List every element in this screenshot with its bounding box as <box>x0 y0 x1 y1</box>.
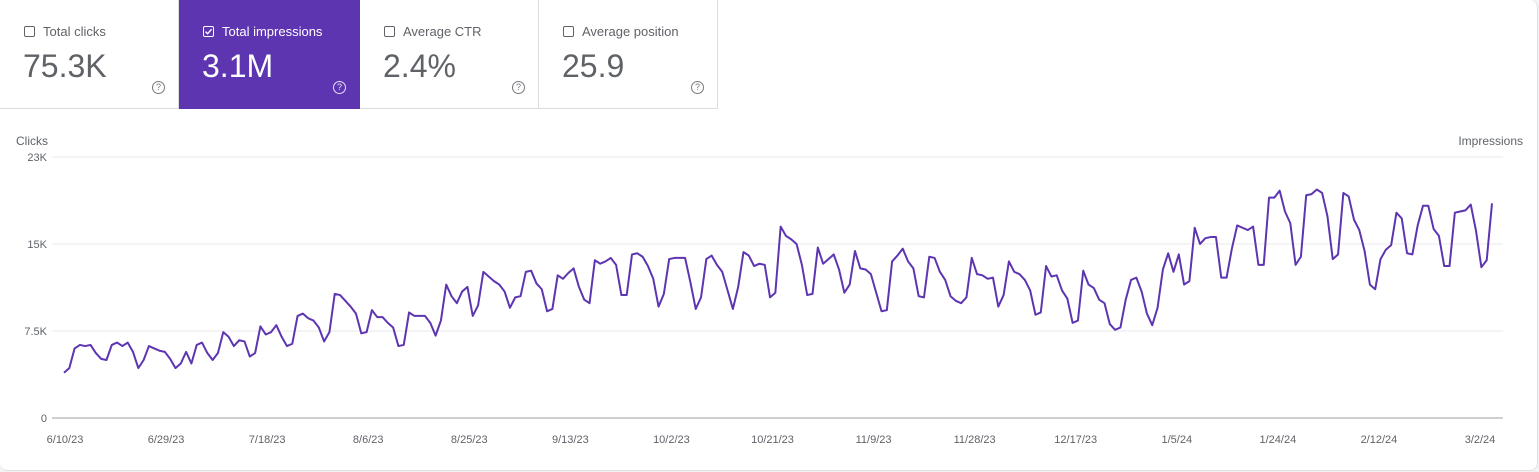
x-tick-label: 1/5/24 <box>1161 434 1192 446</box>
x-tick-label: 3/2/24 <box>1465 434 1496 446</box>
checkbox-unchecked-icon[interactable] <box>563 26 574 37</box>
metric-value: 75.3K <box>23 48 107 84</box>
x-tick-label: 2/12/24 <box>1361 434 1398 446</box>
metric-label: Average position <box>582 24 679 39</box>
y-tick-label: 15K <box>27 239 47 251</box>
metric-total-clicks[interactable]: Total clicks 75.3K ? <box>0 0 179 109</box>
help-icon[interactable]: ? <box>691 81 704 94</box>
metric-label: Total impressions <box>222 24 323 39</box>
metric-average-position[interactable]: Average position 25.9 ? <box>539 0 718 109</box>
series-line-impressions <box>63 188 1493 374</box>
x-tick-label: 8/6/23 <box>353 434 384 446</box>
metric-average-ctr[interactable]: Average CTR 2.4% ? <box>360 0 539 109</box>
metric-value: 2.4% <box>383 48 456 84</box>
x-tick-label: 12/17/23 <box>1054 434 1097 446</box>
x-tick-label: 10/2/23 <box>653 434 690 446</box>
x-tick-label: 6/29/23 <box>148 434 185 446</box>
x-tick-label: 8/25/23 <box>451 434 488 446</box>
help-icon[interactable]: ? <box>512 81 525 94</box>
right-axis-label: Impressions <box>1458 134 1523 148</box>
x-tick-label: 11/28/23 <box>954 434 996 446</box>
help-icon[interactable]: ? <box>333 81 346 94</box>
y-tick-label: 0 <box>41 413 47 425</box>
metric-value: 25.9 <box>562 48 625 84</box>
checkbox-checked-icon[interactable] <box>203 26 214 37</box>
x-tick-label: 9/13/23 <box>552 434 589 446</box>
y-tick-label: 23K <box>27 152 47 164</box>
metric-tabs: Total clicks 75.3K ? Total impressions 3… <box>0 0 718 109</box>
left-axis-label: Clicks <box>16 134 48 148</box>
metric-total-impressions[interactable]: Total impressions 3.1M ? <box>179 0 360 109</box>
x-tick-label: 6/10/23 <box>47 434 84 446</box>
help-icon[interactable]: ? <box>152 81 165 94</box>
x-tick-label: 10/21/23 <box>751 434 794 446</box>
checkbox-unchecked-icon[interactable] <box>24 26 35 37</box>
y-tick-label: 7.5K <box>24 326 47 338</box>
metric-label: Average CTR <box>403 24 482 39</box>
checkbox-unchecked-icon[interactable] <box>384 26 395 37</box>
metric-label: Total clicks <box>43 24 106 39</box>
x-tick-label: 7/18/23 <box>249 434 286 446</box>
metric-value: 3.1M <box>202 48 274 84</box>
x-tick-label: 1/24/24 <box>1260 434 1297 446</box>
x-tick-label: 11/9/23 <box>856 434 892 446</box>
